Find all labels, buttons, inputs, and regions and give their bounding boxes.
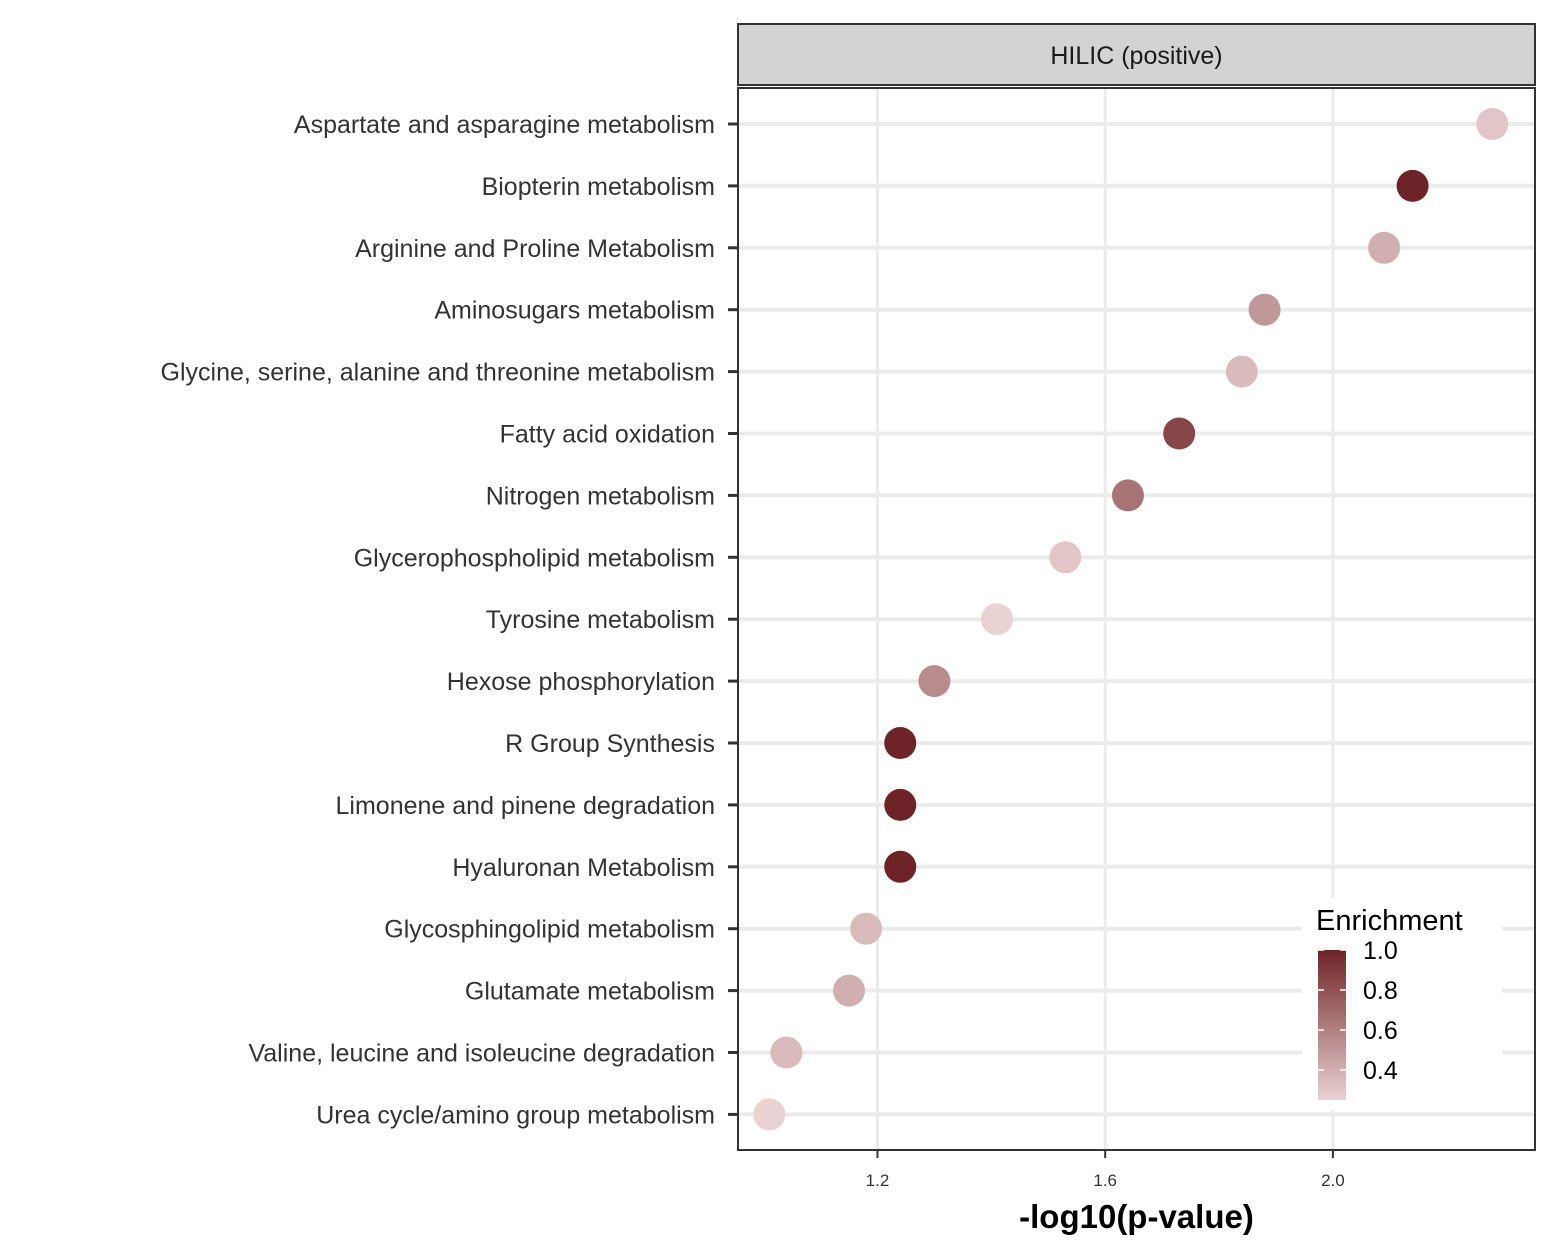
legend-tick-label: 0.8 [1363, 977, 1398, 1005]
y-category-label: Limonene and pinene degradation [336, 792, 715, 820]
data-point [1396, 169, 1429, 202]
y-category-label: Nitrogen metabolism [486, 482, 715, 510]
y-category-label: Hyaluronan Metabolism [452, 854, 715, 882]
y-category-label: Tyrosine metabolism [486, 606, 715, 634]
data-point [1225, 355, 1258, 388]
x-axis: 1.2 1.6 2.0 [866, 1150, 1345, 1190]
data-point [884, 850, 917, 883]
data-point [1476, 108, 1509, 140]
data-point [884, 788, 917, 821]
y-category-label: Arginine and Proline Metabolism [355, 235, 715, 263]
y-category-label: Glycosphingolipid metabolism [384, 916, 715, 944]
legend-colorbar [1318, 950, 1346, 1100]
data-point [1049, 541, 1082, 574]
y-category-label: Aspartate and asparagine metabolism [294, 111, 715, 139]
y-category-label: Fatty acid oxidation [500, 421, 715, 449]
x-tick-label: 2.0 [1321, 1171, 1345, 1190]
y-category-label: Glycine, serine, alanine and threonine m… [161, 359, 715, 387]
x-axis-title: -log10(p-value) [1019, 1198, 1254, 1235]
y-category-label: Glutamate metabolism [465, 978, 715, 1006]
legend-ticks: 1.0 0.8 0.6 0.4 [1318, 937, 1398, 1085]
data-point [770, 1036, 803, 1069]
legend-tick-label: 0.6 [1363, 1017, 1398, 1045]
y-category-label: Urea cycle/amino group metabolism [316, 1101, 715, 1129]
data-point [753, 1098, 786, 1131]
data-point [1248, 293, 1281, 326]
x-tick-label: 1.6 [1093, 1171, 1117, 1190]
legend: Enrichment 1.0 0.8 0.6 0.4 [1302, 898, 1502, 1110]
facet-strip [737, 23, 1536, 86]
legend-tick-label: 1.0 [1363, 937, 1398, 965]
data-point [1111, 479, 1144, 512]
y-category-label: Glycerophospholipid metabolism [354, 544, 715, 572]
x-tick-label: 1.2 [866, 1171, 890, 1190]
data-point [1163, 417, 1196, 450]
data-points [753, 108, 1509, 1131]
data-point [833, 974, 866, 1007]
y-category-label: Aminosugars metabolism [434, 297, 715, 325]
data-point [918, 665, 951, 698]
legend-title: Enrichment [1316, 905, 1463, 937]
y-category-label: Valine, leucine and isoleucine degradati… [248, 1040, 715, 1068]
y-axis: Aspartate and asparagine metabolism Biopt… [161, 111, 738, 1129]
data-point [850, 912, 883, 945]
y-category-label: Biopterin metabolism [482, 173, 715, 201]
y-category-label: R Group Synthesis [505, 730, 715, 758]
data-point [884, 727, 917, 759]
y-category-label: Hexose phosphorylation [447, 668, 715, 696]
data-point [981, 603, 1014, 636]
data-point [1368, 231, 1401, 264]
legend-tick-label: 0.4 [1363, 1057, 1398, 1085]
facet-strip-label: HILIC (positive) [1050, 42, 1222, 70]
